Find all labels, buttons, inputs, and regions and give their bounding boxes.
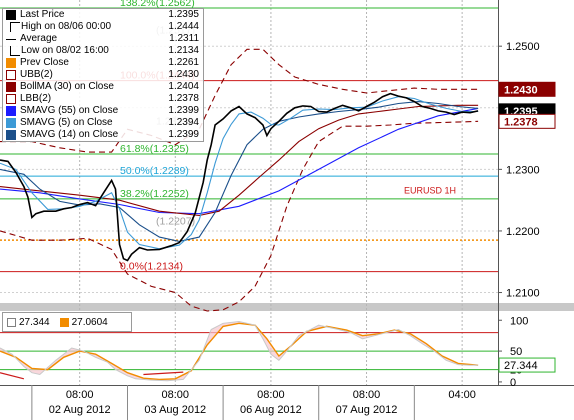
oscillator-d-value: 27.0604 xyxy=(71,316,108,328)
oscillator-k-value: 27.344 xyxy=(19,316,50,328)
oscillator-k-line xyxy=(0,320,479,382)
fibonacci-label: 61.8%(1.2325) xyxy=(120,143,189,155)
oscillator-legend: 27.344 27.0604 xyxy=(2,312,132,332)
x-day-label: 02 Aug 2012 xyxy=(49,404,111,416)
legend-row-smavg14: SMAVG (14) on Close 1.2399 xyxy=(3,129,203,141)
legend-row-ubb: UBB(2) 1.2430 xyxy=(3,69,203,81)
legend-row-high: High on 08/06 00:00 1.2444 xyxy=(3,21,203,33)
series-line-smavg-5-on-close xyxy=(0,96,479,250)
x-day-label: 07 Aug 2012 xyxy=(336,404,398,416)
panel-divider xyxy=(0,303,574,311)
square-blue-icon xyxy=(6,106,16,116)
oscillator-trend-segment xyxy=(0,372,25,380)
legend-row-smavg5: SMAVG (5) on Close 1.2394 xyxy=(3,117,203,129)
x-time-label: 08:00 xyxy=(257,389,285,401)
low-marker-icon xyxy=(10,46,20,56)
legend-row-bollma: BollMA (30) on Close 1.2404 xyxy=(3,81,203,93)
fibonacci-label: 38.2%(1.2252) xyxy=(120,188,189,200)
square-darkred-icon xyxy=(6,82,16,92)
oscillator-value-tag xyxy=(498,357,556,373)
y-tick-label: 1.2500 xyxy=(506,41,540,53)
square-outline-icon xyxy=(7,317,16,327)
square-outline-icon xyxy=(6,94,16,104)
oscillator-trend-segment xyxy=(143,371,184,376)
x-time-label: 08:00 xyxy=(66,389,94,401)
instrument-label: EURUSD 1H xyxy=(404,185,456,195)
square-orange-icon xyxy=(6,58,16,68)
legend-row-smavg55: SMAVG (55) on Close 1.2399 xyxy=(3,105,203,117)
average-marker-icon xyxy=(6,38,16,40)
oscillator-y-tick-label: 50 xyxy=(510,346,522,358)
price-tag-label: 1.2378 xyxy=(504,116,538,128)
legend-row-low: Low on 08/02 16:00 1.2134 xyxy=(3,45,203,57)
price-tag xyxy=(498,81,556,97)
series-line-ubb-2- xyxy=(0,48,479,153)
square-orange-icon xyxy=(59,317,69,327)
high-marker-icon xyxy=(10,22,20,32)
y-tick-label: 1.2300 xyxy=(506,164,540,176)
price-tag xyxy=(498,113,556,129)
y-tick-label: 1.2100 xyxy=(506,288,540,300)
fibonacci-label: 50.0%(1.2289) xyxy=(120,165,189,177)
fibonacci-label: 0.0%(1.2134) xyxy=(120,261,183,273)
series-line-bollma-30-on-close xyxy=(0,104,479,217)
legend-row-prev-close: Prev Close 1.2261 xyxy=(3,57,203,69)
square-outline-icon xyxy=(6,70,16,80)
square-skyblue-icon xyxy=(6,118,16,128)
x-time-label: 04:00 xyxy=(448,389,476,401)
x-day-label: 06 Aug 2012 xyxy=(240,404,302,416)
legend-row-lbb: LBB(2) 1.2378 xyxy=(3,93,203,105)
legend-row-average: Average 1.2311 xyxy=(3,33,203,45)
x-time-label: 08:00 xyxy=(353,389,381,401)
series-line-smavg-55-on-close xyxy=(0,107,479,215)
series-line-last-price xyxy=(0,92,479,262)
price-tag-label: 1.2430 xyxy=(504,84,538,96)
oscillator-y-tick-label: 0 xyxy=(510,377,516,389)
y-tick-label: 1.2200 xyxy=(506,226,540,238)
level-label: (1.2207) xyxy=(156,216,195,228)
x-time-label: 08:00 xyxy=(162,389,190,401)
series-line-lbb-2- xyxy=(0,120,479,312)
square-black-icon xyxy=(6,10,16,20)
fibonacci-label: 138.2%(1.2562) xyxy=(120,0,195,9)
oscillator-y-tick-label: 100 xyxy=(510,315,528,327)
square-navy-icon xyxy=(6,130,16,140)
legend-row-last-price: Last Price 1.2395 xyxy=(3,9,203,21)
chart-legend: Last Price 1.2395 High on 08/06 00:00 1.24… xyxy=(2,8,204,142)
oscillator-value-tag-label: 27.344 xyxy=(504,360,538,372)
x-day-label: 03 Aug 2012 xyxy=(144,404,206,416)
